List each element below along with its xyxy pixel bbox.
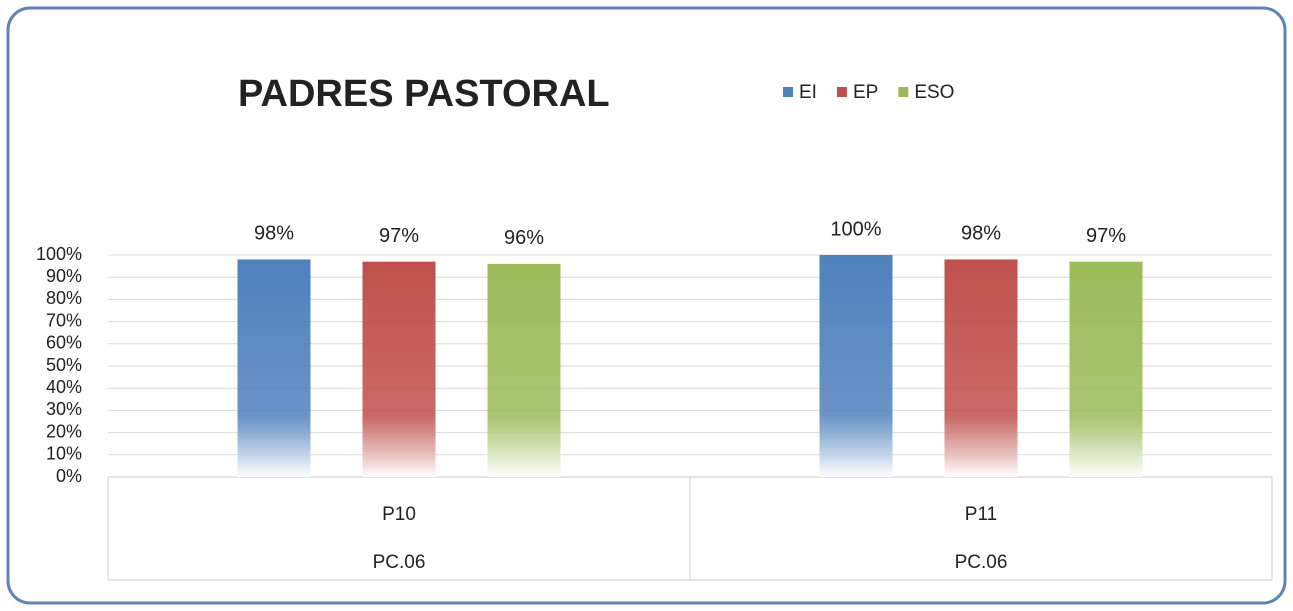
y-tick-label: 100% bbox=[36, 244, 82, 264]
data-label: 97% bbox=[379, 225, 419, 247]
legend-label: EI bbox=[799, 82, 817, 103]
data-label: 100% bbox=[830, 218, 881, 240]
x-tick-label: P11 bbox=[965, 504, 997, 525]
legend-label: EP bbox=[853, 82, 878, 103]
y-tick-label: 70% bbox=[46, 310, 82, 330]
data-label: 98% bbox=[254, 223, 294, 245]
y-tick-label: 50% bbox=[46, 355, 82, 375]
y-tick-label: 20% bbox=[46, 421, 82, 441]
y-tick-label: 80% bbox=[46, 288, 82, 308]
chart-title: PADRES PASTORAL bbox=[238, 73, 610, 115]
data-label: 98% bbox=[961, 223, 1001, 245]
legend-swatch bbox=[836, 87, 847, 97]
legend-swatch bbox=[898, 87, 909, 97]
bar bbox=[487, 263, 561, 477]
bar bbox=[237, 259, 311, 477]
legend-label: ESO bbox=[914, 82, 954, 103]
data-label: 96% bbox=[504, 227, 544, 249]
bar bbox=[362, 261, 436, 477]
bar bbox=[944, 259, 1018, 477]
legend-swatch bbox=[783, 87, 793, 97]
y-tick-label: 90% bbox=[46, 266, 82, 286]
bar bbox=[819, 255, 893, 477]
y-tick-label: 40% bbox=[46, 377, 82, 397]
y-tick-label: 0% bbox=[56, 466, 82, 486]
x-group-label: PC.06 bbox=[373, 552, 426, 573]
y-tick-label: 60% bbox=[46, 333, 82, 353]
x-group-label: PC.06 bbox=[955, 552, 1008, 573]
data-label: 97% bbox=[1086, 225, 1126, 247]
y-tick-label: 30% bbox=[46, 399, 82, 419]
bar bbox=[1069, 261, 1143, 477]
y-tick-label: 10% bbox=[46, 444, 82, 464]
x-tick-label: P10 bbox=[382, 504, 416, 525]
